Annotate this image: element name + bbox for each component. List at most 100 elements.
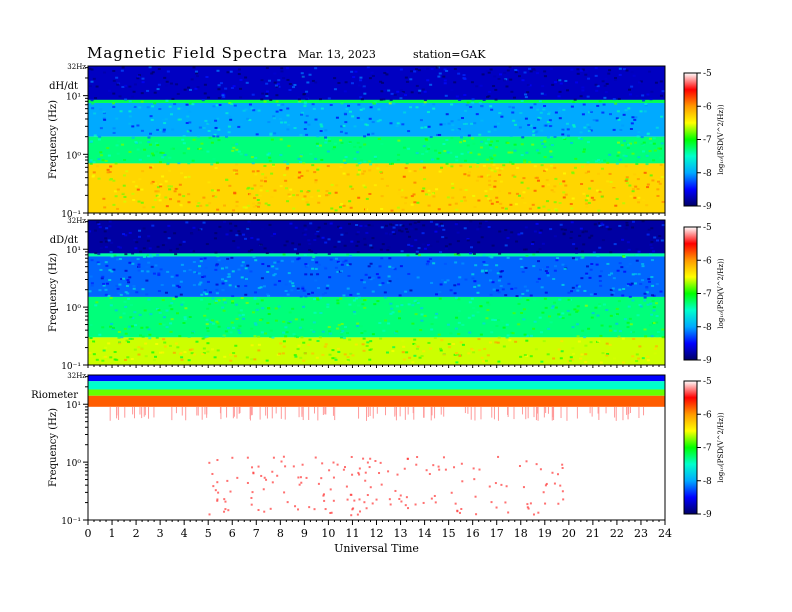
speckle <box>523 333 527 336</box>
speckle <box>261 173 265 176</box>
colorbar <box>683 226 698 361</box>
speckle <box>142 206 146 209</box>
speckle <box>90 282 94 285</box>
speckle <box>645 287 649 290</box>
speckle <box>108 220 112 223</box>
speckle <box>630 122 634 125</box>
speckle <box>497 266 501 269</box>
speckle <box>222 309 226 312</box>
speckle <box>420 307 424 310</box>
speckle <box>301 75 305 78</box>
speckle <box>570 141 574 144</box>
speckle <box>94 97 98 100</box>
speckle <box>439 251 443 254</box>
speckle <box>265 67 269 70</box>
speckle <box>580 183 584 186</box>
speckle <box>351 473 354 476</box>
speckle <box>529 70 533 73</box>
speckle <box>615 307 619 310</box>
speckle <box>648 150 652 153</box>
speckle <box>579 357 583 360</box>
speckle <box>97 138 101 141</box>
speckle <box>214 167 218 170</box>
speckle <box>227 509 230 512</box>
speckle <box>505 323 509 326</box>
speckle <box>263 285 267 288</box>
speckle <box>544 291 548 294</box>
speckle <box>279 138 283 141</box>
speckle <box>479 333 483 336</box>
speckle <box>394 331 398 334</box>
speckle <box>252 472 255 475</box>
speckle <box>417 69 421 72</box>
speckle <box>128 150 132 153</box>
speckle <box>164 180 168 183</box>
speckle <box>453 132 457 135</box>
speckle <box>476 228 480 231</box>
speckle <box>146 270 150 273</box>
speckle <box>218 103 222 106</box>
speckle <box>434 316 438 319</box>
speckle <box>317 201 321 204</box>
speckle <box>471 349 475 352</box>
speckle <box>461 343 465 346</box>
speckle <box>328 353 332 356</box>
speckle <box>536 179 540 182</box>
speckle <box>161 244 165 247</box>
speckle <box>480 236 484 239</box>
speckle <box>496 319 500 322</box>
speckle <box>260 179 264 182</box>
speckle <box>155 194 159 197</box>
speckle <box>460 507 463 510</box>
speckle <box>421 190 425 193</box>
speckle <box>271 336 275 339</box>
speckle <box>265 293 269 296</box>
speckle <box>426 79 430 82</box>
colorbar-tick-label: -8 <box>703 323 712 333</box>
speckle <box>456 231 460 234</box>
speckle <box>362 107 366 110</box>
speckle <box>643 299 647 302</box>
speckle <box>626 147 630 150</box>
y-axis-label: Frequency (Hz) <box>48 253 59 332</box>
speckle <box>628 295 632 298</box>
speckle <box>233 191 237 194</box>
speckle <box>297 344 301 347</box>
speckle <box>162 323 166 326</box>
x-tick-label: 23 <box>634 527 648 540</box>
speckle <box>512 312 516 315</box>
speckle <box>641 279 645 282</box>
speckle <box>270 250 274 253</box>
speckle <box>491 281 495 284</box>
speckle <box>140 188 144 191</box>
speckle <box>216 322 220 325</box>
speckle <box>659 82 663 85</box>
speckle <box>312 321 316 324</box>
speckle <box>99 241 103 244</box>
speckle <box>232 169 236 172</box>
speckle <box>387 470 390 473</box>
speckle <box>488 255 492 258</box>
speckle <box>531 203 535 206</box>
speckle <box>182 152 186 155</box>
speckle <box>498 173 502 176</box>
speckle <box>124 98 128 101</box>
speckle <box>168 360 172 363</box>
speckle <box>340 270 344 273</box>
speckle <box>95 358 99 361</box>
speckle <box>137 269 141 272</box>
speckle <box>438 170 442 173</box>
speckle <box>134 247 138 250</box>
speckle <box>203 289 207 292</box>
speckle <box>579 95 583 98</box>
speckle <box>187 335 191 338</box>
speckle <box>617 300 621 303</box>
speckle <box>414 239 418 242</box>
speckle <box>521 270 525 273</box>
speckle <box>303 233 307 236</box>
speckle <box>483 264 487 267</box>
speckle <box>365 197 369 200</box>
speckle <box>227 326 231 329</box>
speckle <box>451 196 455 199</box>
speckle <box>660 142 664 145</box>
